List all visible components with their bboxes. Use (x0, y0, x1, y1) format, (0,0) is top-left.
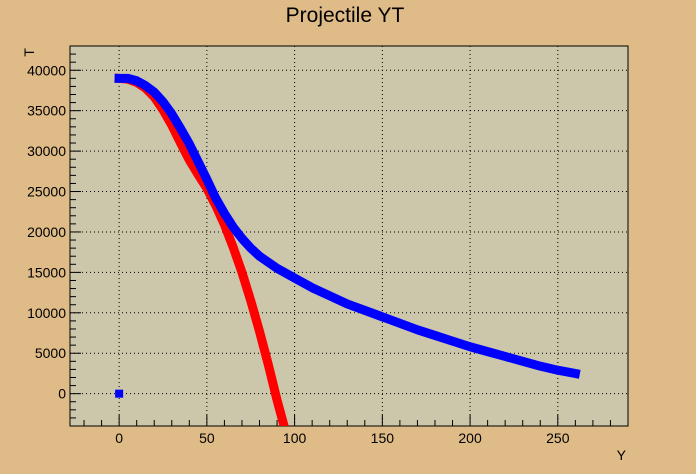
x-tick-label: 200 (458, 430, 482, 446)
y-tick-label: 20000 (27, 224, 66, 240)
y-tick-label: 40000 (27, 62, 66, 78)
x-axis-label: Y (617, 447, 627, 463)
y-tick-label: 5000 (35, 345, 66, 361)
series-2 (114, 73, 581, 398)
y-axis-label: T (21, 48, 37, 57)
axes: 0 50 100 150 200 250 0 5000 10000 15000 20000 25000… (27, 45, 629, 446)
chart-title: Projectile YT (286, 4, 405, 27)
y-tick-label: 15000 (27, 264, 66, 280)
x-tick-label: 250 (546, 430, 570, 446)
x-tick-label: 0 (115, 430, 123, 446)
x-tick-label: 50 (199, 430, 215, 446)
y-tick-label: 10000 (27, 305, 66, 321)
y-tick-label: 0 (58, 386, 66, 402)
y-tick-label: 30000 (27, 143, 66, 159)
x-tick-label: 150 (371, 430, 395, 446)
y-tick-label: 35000 (27, 103, 66, 119)
series-layer (114, 73, 581, 426)
x-tick-label: 100 (283, 430, 307, 446)
data-point-marker (115, 389, 124, 398)
y-tick-label: 25000 (27, 184, 66, 200)
